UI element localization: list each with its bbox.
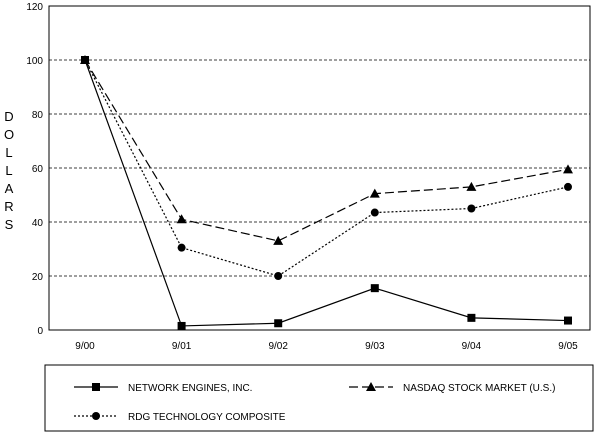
x-tick-label: 9/03 [365, 341, 385, 352]
y-axis-label-letter: L [5, 145, 12, 160]
data-point-square [274, 319, 283, 328]
legend-label: NASDAQ STOCK MARKET (U.S.) [403, 383, 555, 394]
data-point-triangle [176, 214, 187, 224]
data-point-triangle [563, 164, 573, 174]
y-tick-label: 60 [32, 164, 44, 175]
x-tick-label: 9/00 [75, 341, 95, 352]
y-axis-label-letter: R [4, 199, 13, 214]
data-point-square [467, 313, 476, 322]
data-point-circle [564, 182, 572, 191]
y-tick-label: 20 [32, 272, 44, 283]
legend-marker-circle [92, 412, 100, 420]
y-axis-label-letter: O [4, 127, 14, 142]
series-markers [80, 55, 573, 330]
data-point-circle [177, 243, 186, 252]
data-point-circle [274, 272, 283, 280]
series-line-triangle [84, 59, 569, 242]
x-axis-ticks: 9/00 9/01 9/02 9/03 9/04 9/05 [75, 341, 578, 352]
y-axis-label-letter: L [5, 163, 12, 178]
y-axis-label-letter: A [5, 181, 14, 196]
legend-label: NETWORK ENGINES, INC. [128, 383, 252, 394]
legend-items: NETWORK ENGINES, INC. NASDAQ STOCK MARKET… [74, 382, 555, 423]
y-axis-label-letter: S [5, 217, 14, 232]
data-point-square [564, 316, 572, 325]
x-tick-label: 9/04 [462, 341, 482, 352]
plot-area [48, 5, 591, 331]
x-tick-label: 9/02 [268, 341, 288, 352]
y-tick-label: 100 [26, 56, 43, 67]
grid-lines [49, 59, 590, 277]
x-tick-label: 9/01 [172, 341, 192, 352]
data-point-triangle [273, 235, 284, 245]
data-point-square [177, 321, 186, 330]
series-line-circle [84, 59, 569, 277]
legend [44, 364, 594, 432]
legend-marker-triangle [366, 382, 376, 391]
y-tick-label: 40 [32, 218, 44, 229]
series-line-square [84, 59, 569, 327]
series-lines [84, 59, 569, 327]
data-point-circle [467, 204, 476, 213]
data-point-triangle [466, 181, 477, 191]
y-axis-ticks: 0 20 40 60 80 100 120 [26, 2, 43, 337]
data-point-circle [81, 56, 89, 64]
y-tick-label: 80 [32, 110, 44, 121]
data-point-square [370, 284, 379, 293]
legend-label: RDG TECHNOLOGY COMPOSITE [128, 412, 286, 423]
x-tick-label: 9/05 [558, 341, 578, 352]
data-point-circle [370, 208, 379, 217]
y-tick-label: 0 [37, 326, 43, 337]
y-axis-label-letter: D [4, 109, 13, 124]
data-point-triangle [369, 188, 380, 198]
legend-marker-square [92, 383, 100, 391]
y-tick-label: 120 [26, 2, 43, 13]
